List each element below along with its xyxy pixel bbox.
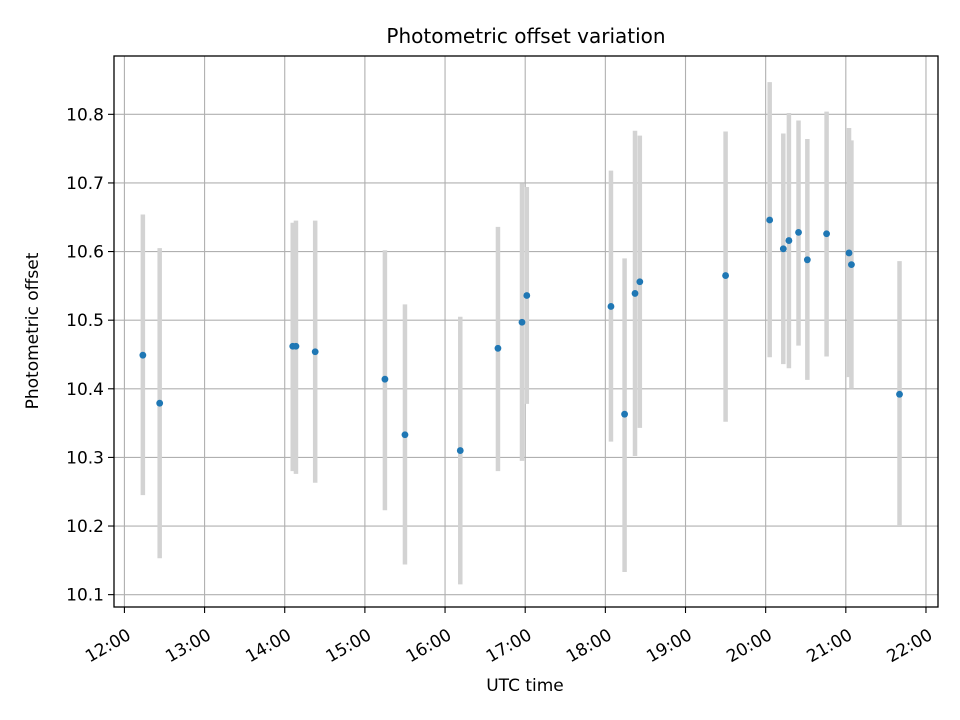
y-tick-label: 10.1 bbox=[66, 586, 104, 606]
data-point bbox=[523, 292, 531, 299]
data-point bbox=[311, 348, 319, 356]
data-point bbox=[722, 272, 729, 279]
data-point bbox=[621, 410, 628, 418]
data-point bbox=[636, 278, 644, 286]
data-point bbox=[631, 290, 639, 297]
data-point bbox=[823, 230, 830, 238]
data-point bbox=[785, 237, 793, 244]
y-tick-label: 10.8 bbox=[66, 105, 104, 125]
y-tick-label: 10.6 bbox=[66, 243, 104, 263]
y-tick-label: 10.3 bbox=[66, 448, 104, 468]
data-point bbox=[795, 228, 802, 236]
data-point bbox=[381, 375, 389, 383]
data-point bbox=[156, 399, 164, 407]
y-tick-label: 10.5 bbox=[66, 311, 104, 331]
data-point bbox=[456, 447, 464, 454]
data-point bbox=[607, 303, 615, 310]
data-point bbox=[779, 245, 787, 253]
data-point bbox=[401, 431, 409, 439]
point-layer bbox=[139, 216, 903, 454]
y-axis-label: Photometric offset bbox=[23, 252, 43, 409]
data-point bbox=[845, 249, 853, 257]
data-point bbox=[803, 256, 811, 264]
data-point bbox=[848, 261, 855, 268]
y-tick-label: 10.2 bbox=[66, 517, 104, 537]
y-tick-label: 10.4 bbox=[66, 380, 104, 400]
data-point bbox=[139, 351, 147, 359]
data-point bbox=[896, 390, 903, 398]
chart-title: Photometric offset variation bbox=[386, 24, 665, 48]
plot-frame bbox=[113, 55, 939, 608]
data-point bbox=[292, 342, 300, 350]
data-point bbox=[518, 318, 526, 326]
data-point bbox=[494, 344, 502, 352]
data-point bbox=[766, 216, 774, 224]
y-tick-label: 10.7 bbox=[66, 174, 104, 194]
x-axis-label: UTC time bbox=[486, 676, 564, 696]
